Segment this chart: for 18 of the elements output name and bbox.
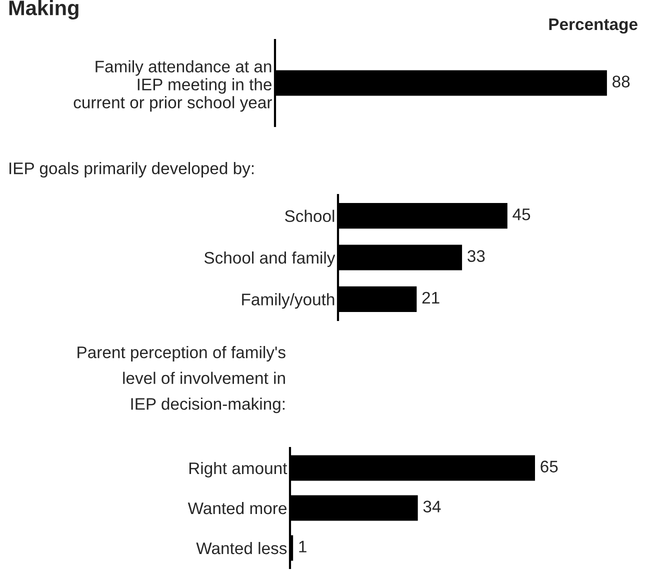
data-label: 45 <box>512 208 530 220</box>
data-label: 34 <box>423 500 441 512</box>
y-tick-label: School and family <box>204 251 336 267</box>
data-label: 33 <box>468 250 485 262</box>
data-label: 1 <box>299 540 306 552</box>
x-axis-title: Percentage <box>549 18 638 34</box>
y-tick-label: Right amount <box>189 462 288 478</box>
text: Making <box>9 0 78 20</box>
y-tick-label: Family attendance at an IEP meeting in the current or prior school year <box>74 60 272 112</box>
data-label: 21 <box>422 292 440 304</box>
y-tick-label: School <box>285 210 334 222</box>
data-label: 65 <box>540 460 558 472</box>
data-label: 88 <box>612 76 630 88</box>
y-tick-label: Wanted less <box>196 542 287 554</box>
y-tick-label: Wanted more <box>188 502 286 514</box>
chart-title: Parent perception of family's level of involvement in IEP decision-making: <box>78 346 286 414</box>
text: IEP goals primarily developed by: <box>10 162 254 178</box>
y-tick-label: Family/youth <box>242 293 334 309</box>
